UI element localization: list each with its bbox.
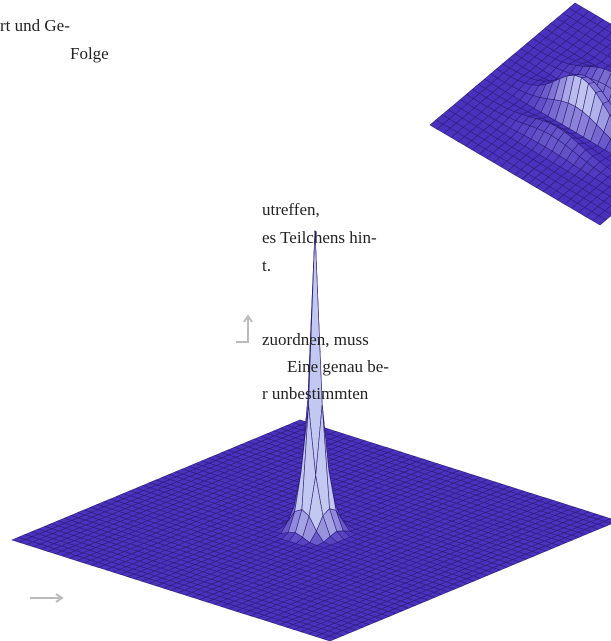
surface-cell: [592, 215, 607, 226]
arrow-right-icon: [30, 593, 64, 603]
text-line: Folge: [70, 44, 109, 63]
surface-cell: [606, 52, 611, 59]
surface-cell: [321, 635, 338, 641]
surface-spike: [11, 230, 611, 641]
text-line: zuordnen, muss: [262, 330, 369, 349]
arrow-up-icon: [236, 314, 253, 343]
text-line: t.: [262, 256, 271, 275]
text-line: es Teilchens hin-: [262, 228, 377, 247]
surface-cell: [608, 63, 611, 68]
text-line: Eine genau be-: [287, 357, 389, 376]
surface-cell: [607, 174, 611, 180]
text-line: rt und Ge-: [0, 16, 70, 35]
surface-wave-packet: [429, 2, 611, 226]
text-line: utreffen,: [262, 200, 320, 219]
text-line: r unbestimmten: [262, 384, 369, 403]
